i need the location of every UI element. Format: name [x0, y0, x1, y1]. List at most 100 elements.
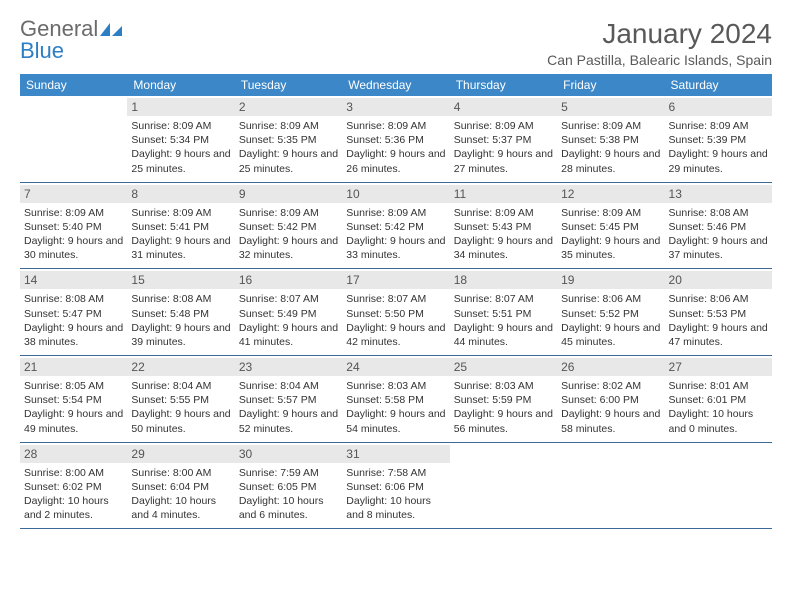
day-number: 3 — [342, 98, 449, 116]
weeks-container: 1Sunrise: 8:09 AMSunset: 5:34 PMDaylight… — [20, 96, 772, 529]
sunrise-text: Sunrise: 8:09 AM — [561, 206, 660, 220]
day-cell: 18Sunrise: 8:07 AMSunset: 5:51 PMDayligh… — [450, 269, 557, 355]
day-cell: 19 Sunrise: 8:06 AMSunset: 5:52 PMDayligh… — [557, 269, 664, 355]
sunset-text: Sunset: 5:43 PM — [454, 220, 553, 234]
sunset-text: Sunset: 5:58 PM — [346, 393, 445, 407]
day-info: Sunrise: 8:09 AMSunset: 5:45 PMDaylight:… — [561, 206, 660, 263]
day-info: Sunrise: 7:59 AMSunset: 6:05 PMDaylight:… — [239, 466, 338, 523]
day-info: Sunrise: 8:06 AMSunset: 5:53 PMDaylight:… — [669, 292, 768, 349]
day-info: Sunrise: 8:09 AMSunset: 5:35 PMDaylight:… — [239, 119, 338, 176]
day-number: 22 — [127, 358, 234, 376]
daylight-text: Daylight: 9 hours and 58 minutes. — [561, 407, 660, 435]
sunrise-text: Sunrise: 8:09 AM — [239, 119, 338, 133]
logo-sail-icon — [100, 18, 124, 40]
day-cell — [20, 96, 127, 182]
daylight-text: Daylight: 9 hours and 34 minutes. — [454, 234, 553, 262]
day-number: 21 — [20, 358, 127, 376]
daylight-text: Daylight: 9 hours and 31 minutes. — [131, 234, 230, 262]
weekday-header: Thursday — [450, 74, 557, 96]
daylight-text: Daylight: 10 hours and 6 minutes. — [239, 494, 338, 522]
sunrise-text: Sunrise: 8:09 AM — [669, 119, 768, 133]
day-info: Sunrise: 8:09 AMSunset: 5:40 PMDaylight:… — [24, 206, 123, 263]
day-cell: 12 Sunrise: 8:09 AMSunset: 5:45 PMDayligh… — [557, 183, 664, 269]
sunrise-text: Sunrise: 8:00 AM — [24, 466, 123, 480]
daylight-text: Daylight: 10 hours and 0 minutes. — [669, 407, 768, 435]
daylight-text: Daylight: 9 hours and 38 minutes. — [24, 321, 123, 349]
day-cell — [450, 443, 557, 529]
sunrise-text: Sunrise: 8:09 AM — [454, 119, 553, 133]
day-info: Sunrise: 8:03 AMSunset: 5:58 PMDaylight:… — [346, 379, 445, 436]
day-number: 17 — [342, 271, 449, 289]
day-cell: 30 Sunrise: 7:59 AMSunset: 6:05 PMDayligh… — [235, 443, 342, 529]
sunset-text: Sunset: 5:38 PM — [561, 133, 660, 147]
sunset-text: Sunset: 5:39 PM — [669, 133, 768, 147]
daylight-text: Daylight: 9 hours and 49 minutes. — [24, 407, 123, 435]
day-number: 14 — [20, 271, 127, 289]
day-info: Sunrise: 8:01 AMSunset: 6:01 PMDaylight:… — [669, 379, 768, 436]
daylight-text: Daylight: 9 hours and 32 minutes. — [239, 234, 338, 262]
day-info: Sunrise: 8:07 AMSunset: 5:49 PMDaylight:… — [239, 292, 338, 349]
day-cell: 31Sunrise: 7:58 AMSunset: 6:06 PMDayligh… — [342, 443, 449, 529]
sunrise-text: Sunrise: 8:09 AM — [346, 119, 445, 133]
day-number: 12 — [557, 185, 664, 203]
day-info: Sunrise: 8:04 AMSunset: 5:55 PMDaylight:… — [131, 379, 230, 436]
daylight-text: Daylight: 9 hours and 42 minutes. — [346, 321, 445, 349]
day-cell: 26Sunrise: 8:02 AMSunset: 6:00 PMDayligh… — [557, 356, 664, 442]
day-cell: 10Sunrise: 8:09 AMSunset: 5:42 PMDayligh… — [342, 183, 449, 269]
sunrise-text: Sunrise: 8:09 AM — [131, 119, 230, 133]
sunset-text: Sunset: 6:02 PM — [24, 480, 123, 494]
month-title: January 2024 — [547, 18, 772, 50]
weekday-header: Tuesday — [235, 74, 342, 96]
day-number: 7 — [20, 185, 127, 203]
daylight-text: Daylight: 9 hours and 41 minutes. — [239, 321, 338, 349]
daylight-text: Daylight: 10 hours and 4 minutes. — [131, 494, 230, 522]
day-number: 2 — [235, 98, 342, 116]
day-cell: 8 Sunrise: 8:09 AMSunset: 5:41 PMDaylight… — [127, 183, 234, 269]
day-number: 15 — [127, 271, 234, 289]
day-cell: 9Sunrise: 8:09 AMSunset: 5:42 PMDaylight… — [235, 183, 342, 269]
day-info: Sunrise: 8:06 AMSunset: 5:52 PMDaylight:… — [561, 292, 660, 349]
day-info: Sunrise: 8:09 AMSunset: 5:41 PMDaylight:… — [131, 206, 230, 263]
day-info: Sunrise: 8:00 AMSunset: 6:02 PMDaylight:… — [24, 466, 123, 523]
day-cell: 29Sunrise: 8:00 AMSunset: 6:04 PMDayligh… — [127, 443, 234, 529]
day-cell: 5Sunrise: 8:09 AMSunset: 5:38 PMDaylight… — [557, 96, 664, 182]
daylight-text: Daylight: 9 hours and 25 minutes. — [131, 147, 230, 175]
week-row: 14Sunrise: 8:08 AMSunset: 5:47 PMDayligh… — [20, 269, 772, 356]
day-cell: 16Sunrise: 8:07 AMSunset: 5:49 PMDayligh… — [235, 269, 342, 355]
sunset-text: Sunset: 5:45 PM — [561, 220, 660, 234]
weekday-header: Friday — [557, 74, 664, 96]
daylight-text: Daylight: 9 hours and 44 minutes. — [454, 321, 553, 349]
sunset-text: Sunset: 6:00 PM — [561, 393, 660, 407]
sunset-text: Sunset: 6:04 PM — [131, 480, 230, 494]
day-number: 11 — [450, 185, 557, 203]
daylight-text: Daylight: 9 hours and 35 minutes. — [561, 234, 660, 262]
day-cell: 7 Sunrise: 8:09 AMSunset: 5:40 PMDaylight… — [20, 183, 127, 269]
daylight-text: Daylight: 9 hours and 45 minutes. — [561, 321, 660, 349]
sunrise-text: Sunrise: 8:08 AM — [24, 292, 123, 306]
day-cell: 15 Sunrise: 8:08 AMSunset: 5:48 PMDayligh… — [127, 269, 234, 355]
day-info: Sunrise: 8:09 AMSunset: 5:38 PMDaylight:… — [561, 119, 660, 176]
sunset-text: Sunset: 5:41 PM — [131, 220, 230, 234]
sunset-text: Sunset: 5:48 PM — [131, 307, 230, 321]
day-cell — [557, 443, 664, 529]
day-number: 13 — [665, 185, 772, 203]
sunrise-text: Sunrise: 8:07 AM — [454, 292, 553, 306]
sunset-text: Sunset: 6:05 PM — [239, 480, 338, 494]
day-number: 10 — [342, 185, 449, 203]
day-info: Sunrise: 8:09 AMSunset: 5:39 PMDaylight:… — [669, 119, 768, 176]
day-number: 23 — [235, 358, 342, 376]
day-cell: 22 Sunrise: 8:04 AMSunset: 5:55 PMDayligh… — [127, 356, 234, 442]
day-number: 19 — [557, 271, 664, 289]
sunrise-text: Sunrise: 8:08 AM — [131, 292, 230, 306]
day-cell: 28Sunrise: 8:00 AMSunset: 6:02 PMDayligh… — [20, 443, 127, 529]
day-number: 8 — [127, 185, 234, 203]
weekday-header: Monday — [127, 74, 234, 96]
sunset-text: Sunset: 5:57 PM — [239, 393, 338, 407]
sunset-text: Sunset: 5:35 PM — [239, 133, 338, 147]
sunset-text: Sunset: 5:53 PM — [669, 307, 768, 321]
day-number: 30 — [235, 445, 342, 463]
sunset-text: Sunset: 5:50 PM — [346, 307, 445, 321]
daylight-text: Daylight: 9 hours and 39 minutes. — [131, 321, 230, 349]
sunrise-text: Sunrise: 7:59 AM — [239, 466, 338, 480]
day-cell: 24Sunrise: 8:03 AMSunset: 5:58 PMDayligh… — [342, 356, 449, 442]
